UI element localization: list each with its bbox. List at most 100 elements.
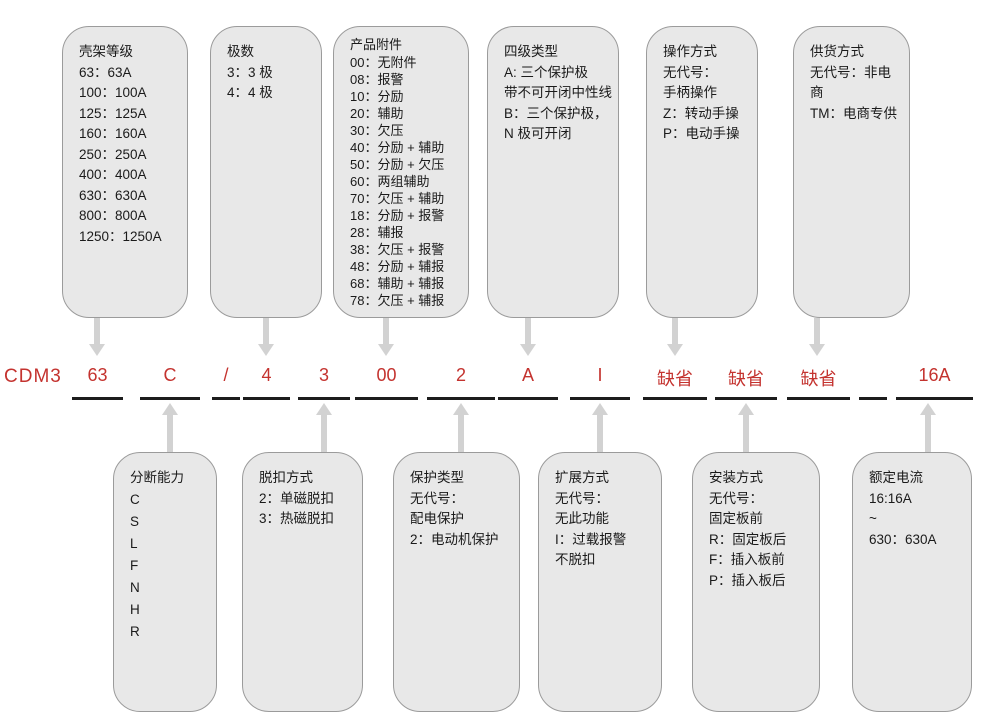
underline [643,397,707,400]
box-frame-rating: 壳架等级 63：63A 100：100A 125：125A 160：160A 250：2… [62,26,188,318]
box-line: 30：欠压 [350,123,404,138]
arrow-stem [458,414,464,452]
box-line: 38：欠压 + 报警 [350,242,445,257]
arrow-down-icon [89,318,105,356]
box-line: 配电保护 [410,511,464,526]
box-line: 无代号： [709,490,763,506]
box-title: 扩展方式 [555,470,609,485]
box-line: 20：辅助 [350,106,404,121]
box-line: C [130,491,140,507]
underline [787,397,850,400]
arrow-up-icon [316,403,332,452]
arrow-head [316,403,332,415]
arrow-head [920,403,936,415]
underline [896,397,973,400]
arrow-stem [672,318,678,344]
box-line: R：固定板后 [709,531,787,547]
code-value: 缺省 [728,369,764,389]
code-segment-operation-default: 缺省 [643,365,707,401]
code-value [859,365,887,391]
arrow-stem [925,414,931,452]
box-line: H [130,601,140,617]
box-line: 60：两组辅助 [350,174,430,189]
box-lines: 63：63A 100：100A 125：125A 160：160A 250：250A 40… [79,63,181,248]
arrow-stem [814,318,820,344]
box-line: 1250：1250A [79,228,162,244]
arrow-head [738,403,754,415]
box-title: 操作方式 [663,44,717,59]
box-line: 78：欠压 + 辅报 [350,293,445,308]
box-line: 3：3 极 [227,64,273,80]
code-value: 2 [455,365,466,385]
arrow-up-icon [162,403,178,452]
arrow-down-icon [258,318,274,356]
box-supply-mode: 供货方式 无代号：非电商 TM：电商专供 [793,26,910,318]
code-value: A [521,365,534,385]
code-segment-accessory: 00 [355,365,418,401]
code-segment-rated-current: 16A [896,365,973,401]
code-segment-blank [859,365,887,401]
box-line: 2：单磁脱扣 [259,490,335,506]
code-value: 4 [261,365,272,385]
box-lines: 无代号： 固定板前 R：固定板后 F：插入板前 P：插入板后 [709,489,813,592]
arrow-stem [597,414,603,452]
box-line: 160：160A [79,126,147,141]
box-rated-current: 额定电流 16:16A ~630：630A [852,452,972,712]
arrow-head [378,344,394,356]
underline [355,397,418,400]
box-lines: A: 三个保护极 带不可开闭中性线 B：三个保护极， N 极可开闭 [504,63,612,145]
code-value: 63 [87,365,108,385]
code-value: 00 [376,365,397,385]
underline [859,397,887,400]
box-line: 无此功能 [555,511,609,526]
arrow-stem [94,318,100,344]
box-line: 不脱扣 [555,552,596,567]
underline [140,397,200,400]
box-title: 脱扣方式 [259,470,313,485]
box-line: 无代号： [410,490,464,506]
arrow-head [667,344,683,356]
box-lines: 2：单磁脱扣 3：热磁脱扣 [259,489,356,530]
code-value: 缺省 [800,369,837,389]
box-lines: 16:16A ~630：630A [869,489,965,551]
box-four-pole-type: 四级类型 A: 三个保护极 带不可开闭中性线 B：三个保护极， N 极可开闭 [487,26,619,318]
underline [427,397,495,400]
box-line: 68：辅助 + 辅报 [350,276,445,291]
box-line: Z：转动手操 [663,105,739,121]
box-operation-mode: 操作方式 无代号： 手柄操作 Z：转动手操 P：电动手操 [646,26,758,318]
box-line: 630：630A [869,531,937,547]
underline [243,397,290,400]
code-prefix: CDM3 [4,366,62,387]
box-line: 400：400A [79,167,147,182]
box-line: A: 三个保护极 [504,64,589,80]
box-line: 125：125A [79,105,147,121]
underline [72,397,123,400]
box-lines: 无代号： 手柄操作 Z：转动手操 P：电动手操 [663,63,751,145]
box-line: 带不可开闭中性线 [504,85,612,100]
box-line: 4：4 极 [227,85,273,100]
box-line: N [130,579,140,595]
box-line: 800：800A [79,208,147,223]
arrow-stem [525,318,531,344]
box-line: S [130,513,140,529]
underline [498,397,558,400]
box-poles: 极数 3：3 极 4：4 极 [210,26,322,318]
box-line: P：电动手操 [663,126,740,141]
arrow-up-icon [592,403,608,452]
box-title: 额定电流 [869,470,923,485]
code-segment-trip-mode: 3 [298,365,350,401]
box-line: 无代号： [663,64,717,80]
box-line: 70：欠压 + 辅助 [350,191,445,206]
box-title: 产品附件 [350,37,403,52]
box-line: 2：电动机保护 [410,531,499,547]
box-title: 保护类型 [410,470,464,485]
box-mounting-mode: 安装方式 无代号： 固定板前 R：固定板后 F：插入板前 P：插入板后 [692,452,820,712]
arrow-head [453,403,469,415]
arrow-down-icon [809,318,825,356]
underline [715,397,777,400]
box-line: 48：分励 + 辅报 [350,259,445,274]
code-segment-four-pole-type: A [498,365,558,401]
box-title: 极数 [227,44,254,59]
box-line: F [130,557,139,573]
